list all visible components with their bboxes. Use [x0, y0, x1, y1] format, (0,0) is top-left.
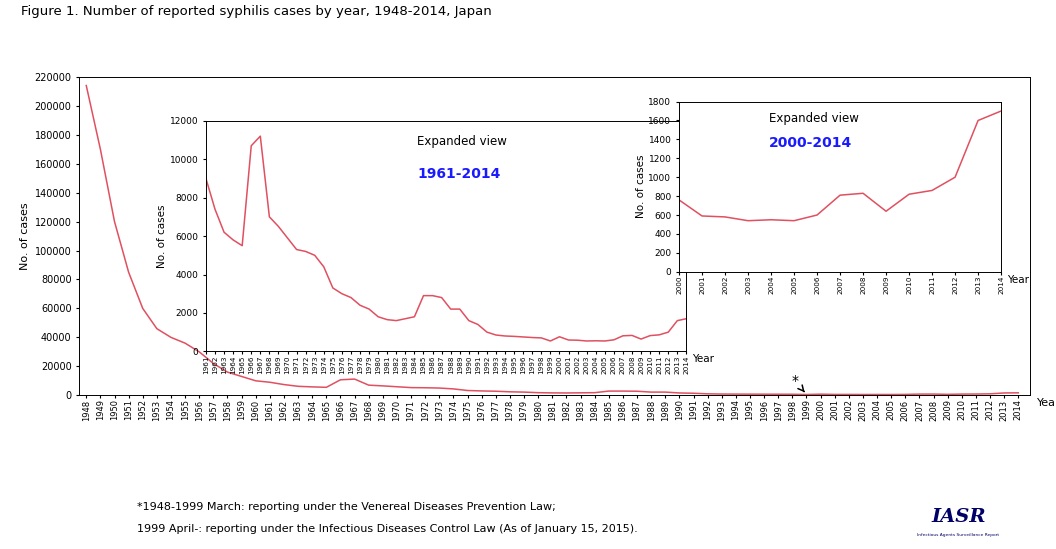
Text: Expanded view: Expanded view: [417, 135, 507, 148]
Text: Year: Year: [1037, 398, 1056, 408]
Y-axis label: No. of cases: No. of cases: [636, 155, 645, 219]
Y-axis label: No. of cases: No. of cases: [156, 204, 167, 268]
Text: Infectious Agents Surveillance Report: Infectious Agents Surveillance Report: [918, 533, 999, 537]
Text: Year: Year: [1006, 274, 1029, 284]
Text: 1999 April-: reporting under the Infectious Diseases Control Law (As of January : 1999 April-: reporting under the Infecti…: [137, 524, 638, 534]
Text: Figure 1. Number of reported syphilis cases by year, 1948-2014, Japan: Figure 1. Number of reported syphilis ca…: [21, 5, 492, 19]
Text: *1948-1999 March: reporting under the Venereal Diseases Prevention Law;: *1948-1999 March: reporting under the Ve…: [137, 502, 557, 512]
Y-axis label: No. of cases: No. of cases: [20, 202, 31, 270]
Text: Year: Year: [692, 354, 714, 364]
Text: 1961-2014: 1961-2014: [417, 167, 501, 181]
Text: 2000-2014: 2000-2014: [769, 136, 852, 150]
Text: Expanded view: Expanded view: [769, 112, 860, 125]
Text: *: *: [792, 374, 798, 389]
Text: IASR: IASR: [931, 508, 985, 525]
